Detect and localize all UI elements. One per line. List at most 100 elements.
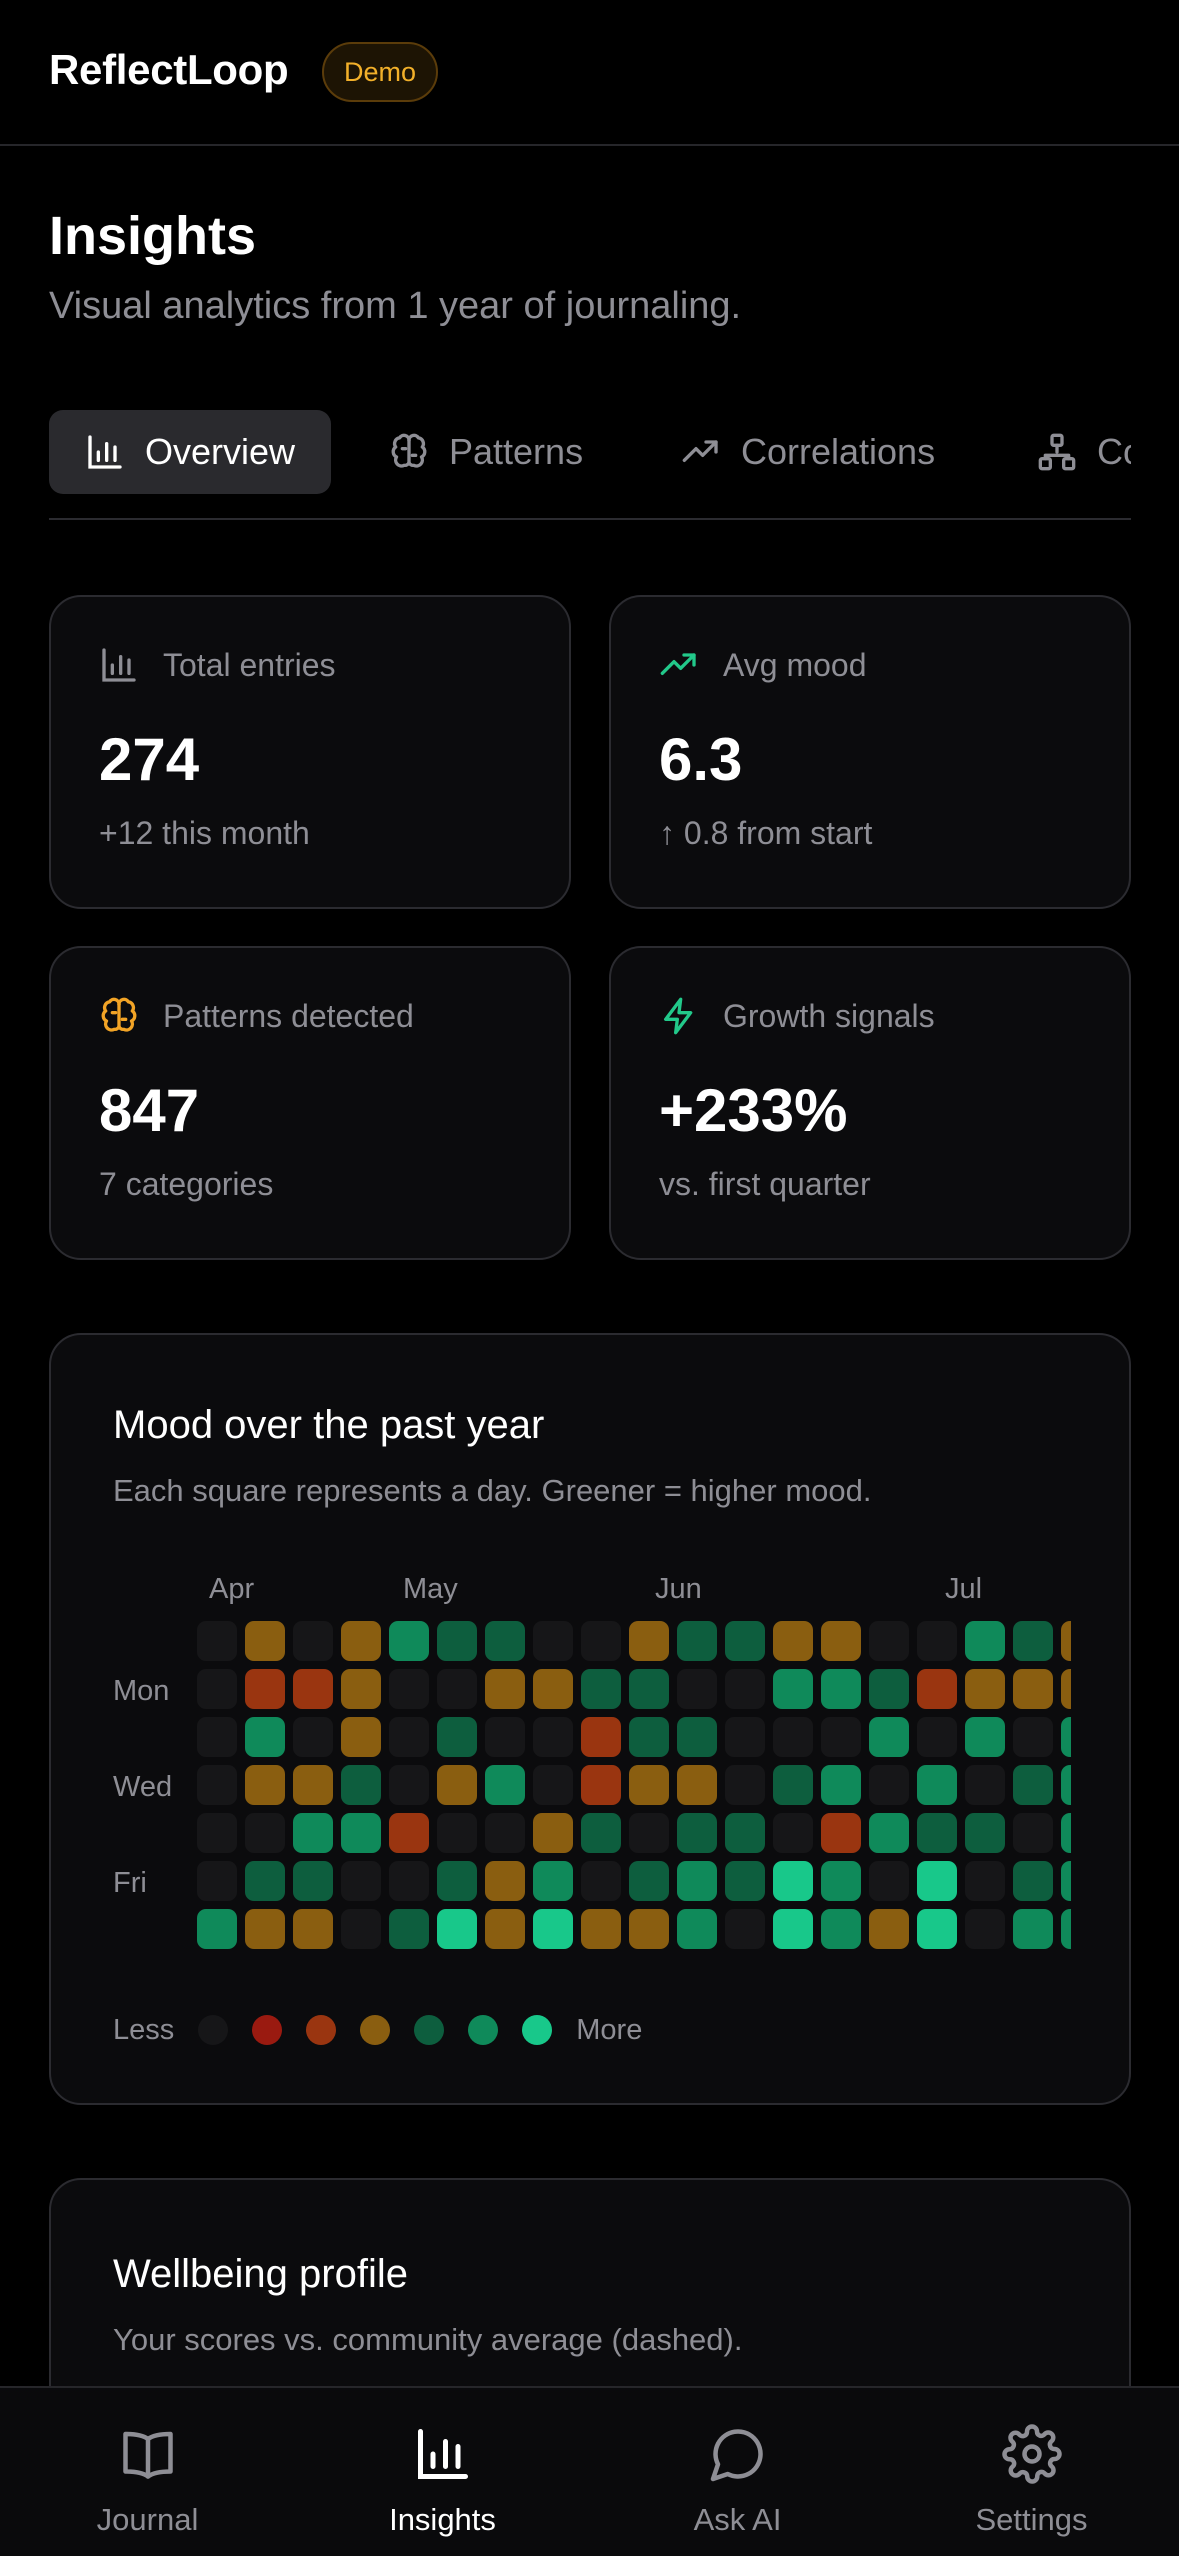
tab-correlations[interactable]: Correlations xyxy=(681,410,935,494)
heatmap-day-cell xyxy=(1013,1669,1053,1709)
heatmap-day-cell xyxy=(677,1669,717,1709)
page-title: Insights xyxy=(49,206,257,266)
heatmap-day-cell xyxy=(629,1909,669,1949)
heatmap-day-cell xyxy=(1013,1717,1053,1757)
heatmap-day-cell xyxy=(869,1813,909,1853)
tab-label: Co xyxy=(1097,431,1131,472)
heatmap-day-cell xyxy=(869,1909,909,1949)
heatmap-day-cell xyxy=(1013,1813,1053,1853)
heatmap-day-cell xyxy=(821,1861,861,1901)
heatmap-day-cell xyxy=(197,1813,237,1853)
heatmap-day-cell xyxy=(197,1717,237,1757)
top-bar: ReflectLoop Demo xyxy=(0,0,1179,146)
heatmap-day-cell xyxy=(1061,1861,1071,1901)
heatmap-day-cell xyxy=(581,1717,621,1757)
heatmap-day-cell xyxy=(965,1861,1005,1901)
heatmap-day-cell xyxy=(869,1861,909,1901)
heatmap-day-cell xyxy=(581,1765,621,1805)
heatmap-day-cell xyxy=(1013,1861,1053,1901)
heatmap-day-cell xyxy=(197,1909,237,1949)
bottom-nav: Journal Insights Ask AI Settings xyxy=(0,2386,1179,2556)
heatmap-day-cell xyxy=(773,1765,813,1805)
heatmap-day-cell xyxy=(485,1717,525,1757)
legend-swatch xyxy=(306,2015,337,2045)
tab-connections[interactable]: Co xyxy=(1037,410,1131,494)
month-label: Jun xyxy=(655,1573,702,1605)
heatmap-day-cell xyxy=(341,1861,381,1901)
heatmap-day-cell xyxy=(629,1717,669,1757)
day-label: Fri xyxy=(113,1867,147,1899)
heatmap-day-cell xyxy=(197,1861,237,1901)
heatmap-day-cell xyxy=(245,1669,285,1709)
nav-insights[interactable]: Insights xyxy=(295,2388,590,2556)
heatmap-day-cell xyxy=(197,1669,237,1709)
stat-sub: +12 this month xyxy=(99,815,310,851)
heatmap-day-cell xyxy=(437,1717,477,1757)
heatmap-day-cell xyxy=(485,1813,525,1853)
stat-header: Total entries xyxy=(99,645,336,685)
tab-overview[interactable]: Overview xyxy=(49,410,332,494)
heatmap-day-cell xyxy=(629,1669,669,1709)
heatmap-day-cell xyxy=(821,1717,861,1757)
heatmap-day-cell xyxy=(773,1621,813,1661)
heatmap-day-cell xyxy=(773,1909,813,1949)
heatmap-day-cell xyxy=(341,1669,381,1709)
heatmap-day-cell xyxy=(533,1765,573,1805)
heatmap-day-cell xyxy=(485,1765,525,1805)
app-name: ReflectLoop xyxy=(49,46,289,93)
trending-up-icon xyxy=(660,653,696,675)
heatmap-day-cell xyxy=(965,1765,1005,1805)
heatmap-description: Each square represents a day. Greener = … xyxy=(113,1473,872,1508)
heatmap-day-cell xyxy=(869,1765,909,1805)
wellbeing-profile-card: Wellbeing profile Your scores vs. commun… xyxy=(49,2178,1131,2556)
heatmap-day-cell xyxy=(437,1765,477,1805)
tab-label: Correlations xyxy=(741,431,936,472)
heatmap-day-cell xyxy=(773,1861,813,1901)
heatmap-day-cell xyxy=(725,1621,765,1661)
lightning-icon xyxy=(664,997,693,1035)
heatmap-day-cell xyxy=(245,1765,285,1805)
legend-less-label: Less xyxy=(113,2013,175,2046)
heatmap-day-cell xyxy=(581,1909,621,1949)
heatmap-day-cell xyxy=(965,1909,1005,1949)
nav-ask-ai[interactable]: Ask AI xyxy=(590,2388,885,2556)
heatmap-day-cell xyxy=(389,1909,429,1949)
heatmap-day-cell xyxy=(581,1621,621,1661)
heatmap-day-cell xyxy=(389,1813,429,1853)
heatmap-day-cell xyxy=(533,1717,573,1757)
heatmap-day-cell xyxy=(1013,1909,1053,1949)
heatmap-day-cell xyxy=(437,1621,477,1661)
heatmap-day-cell xyxy=(1061,1621,1071,1661)
heatmap-day-cell xyxy=(581,1861,621,1901)
heatmap-day-cell xyxy=(773,1669,813,1709)
heatmap-day-cell xyxy=(341,1717,381,1757)
heatmap-day-cell xyxy=(389,1717,429,1757)
heatmap-day-cell xyxy=(197,1765,237,1805)
tab-label: Overview xyxy=(145,431,296,472)
legend-more-label: More xyxy=(576,2013,643,2046)
heatmap-day-cell xyxy=(245,1621,285,1661)
heatmap-day-cell xyxy=(293,1669,333,1709)
stat-label: Growth signals xyxy=(723,997,935,1034)
stat-label: Avg mood xyxy=(723,646,867,683)
heatmap-day-cell xyxy=(1061,1813,1071,1853)
heatmap-day-cell xyxy=(341,1813,381,1853)
stat-value: +233% xyxy=(659,1077,848,1144)
legend-swatch xyxy=(522,2015,553,2045)
heatmap-day-cell xyxy=(725,1765,765,1805)
tab-patterns[interactable]: Patterns xyxy=(389,410,583,494)
stat-card-growth-signals: Growth signals +233% vs. first quarter xyxy=(609,946,1131,1260)
heatmap-day-cell xyxy=(917,1765,957,1805)
heatmap-day-cell xyxy=(533,1621,573,1661)
stat-card-avg-mood: Avg mood 6.3 ↑ 0.8 from start xyxy=(609,595,1131,909)
heatmap-day-cell xyxy=(917,1669,957,1709)
heatmap-legend: Less More xyxy=(113,2005,642,2055)
stat-value: 847 xyxy=(99,1077,200,1144)
bar-chart-icon xyxy=(417,2429,468,2479)
nav-journal[interactable]: Journal xyxy=(0,2388,295,2556)
heatmap-day-cell xyxy=(437,1861,477,1901)
heatmap-day-cell xyxy=(293,1909,333,1949)
nav-settings[interactable]: Settings xyxy=(884,2388,1179,2556)
month-label: Apr xyxy=(209,1573,255,1605)
brain-icon xyxy=(391,433,427,468)
